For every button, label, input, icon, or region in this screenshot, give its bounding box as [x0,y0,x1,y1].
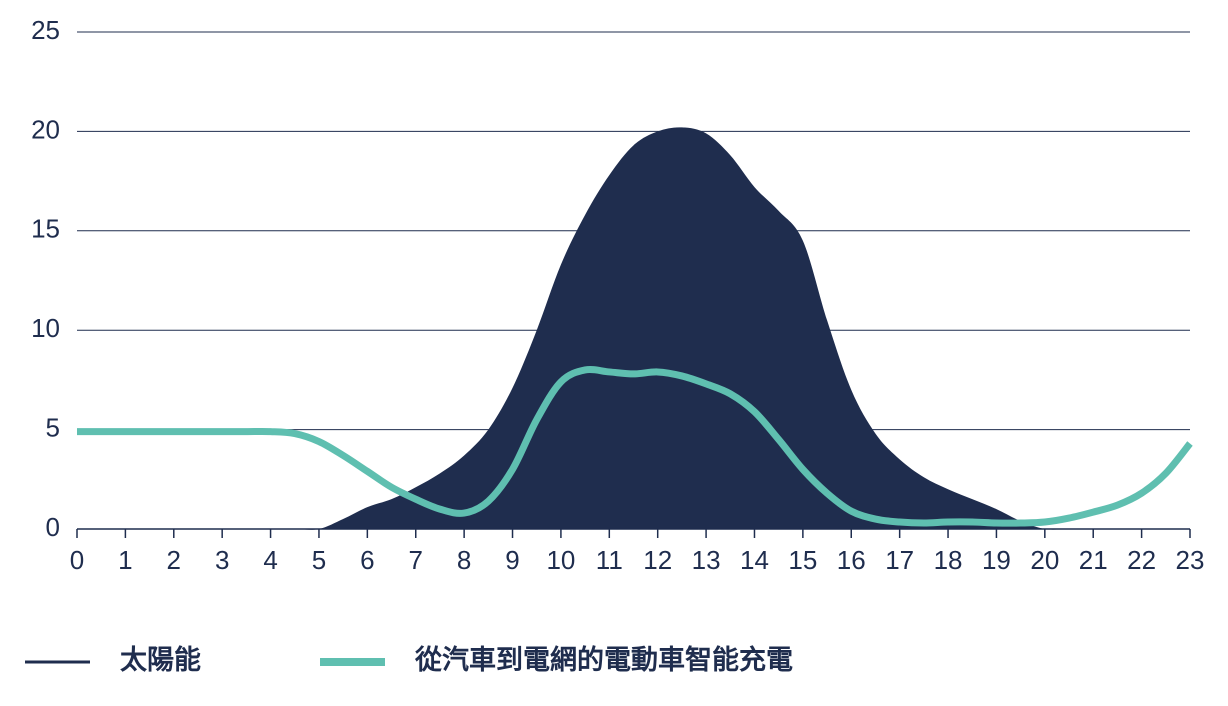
x-tick-label: 0 [70,545,84,575]
x-tick-label: 22 [1127,545,1156,575]
x-tick-label: 6 [360,545,374,575]
y-tick-label: 20 [31,114,60,144]
x-tick-label: 13 [692,545,721,575]
x-tick-label: 9 [505,545,519,575]
x-tick-label: 4 [263,545,277,575]
x-tick-label: 15 [788,545,817,575]
area [77,127,1190,530]
x-tick-label: 14 [740,545,769,575]
legend-label: 太陽能 [120,644,201,675]
x-tick-label: 17 [885,545,914,575]
x-tick-label: 12 [643,545,672,575]
x-tick-label: 21 [1079,545,1108,575]
x-tick-label: 3 [215,545,229,575]
x-tick-label: 7 [409,545,423,575]
y-tick-label: 15 [31,214,60,244]
legend-label: 從汽車到電網的電動車智能充電 [414,644,793,675]
x-tick-label: 11 [596,545,623,575]
x-tick-label: 8 [457,545,471,575]
x-tick-label: 23 [1176,545,1205,575]
x-tick-label: 2 [167,545,181,575]
y-tick-label: 5 [46,412,60,442]
x-tick-label: 5 [312,545,326,575]
y-tick-label: 0 [46,512,60,542]
x-tick-label: 20 [1030,545,1059,575]
y-tick-label: 10 [31,313,60,343]
x-tick-label: 18 [934,545,963,575]
x-tick-label: 10 [546,545,575,575]
x-tick-label: 16 [837,545,866,575]
line [76,365,1193,527]
x-tick-label: 19 [982,545,1011,575]
x-tick-label: 1 [118,545,132,575]
y-tick-label: 25 [31,15,60,45]
